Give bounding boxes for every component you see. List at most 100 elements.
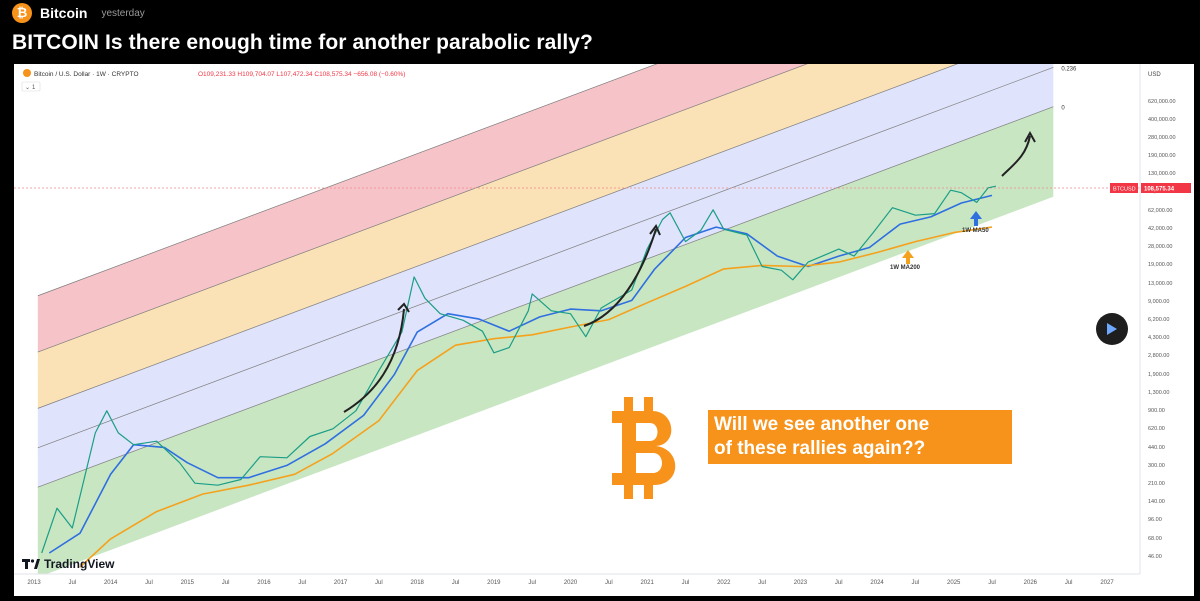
x-tick-label-11: Jul (452, 580, 460, 586)
x-tick-label-18: 2022 (717, 580, 731, 586)
y-tick-label-3: 190,000.00 (1148, 153, 1176, 159)
callout-box: Will we see another one of these rallies … (708, 410, 1012, 464)
series-line-0 (48, 194, 993, 554)
ma200-label: 1W MA200 (890, 265, 921, 271)
y-tick-label-7: 42,000.00 (1148, 226, 1172, 232)
post-time: yesterday (101, 7, 145, 19)
y-tick-label-11: 9,000.00 (1148, 299, 1169, 305)
y-tick-label-2: 280,000.00 (1148, 135, 1176, 141)
fib-line-4 (37, 106, 1054, 488)
arrow-future (1001, 135, 1031, 177)
y-tick-label-18: 620.00 (1148, 426, 1165, 432)
y-tick-label-10: 13,000.00 (1148, 281, 1172, 287)
chart-svg: 1W MA200 1W MA50 USD 620,000.00 400,000.0… (14, 27, 1194, 596)
arrowhead-2021-icon (649, 224, 661, 236)
y-tick-label-8: 28,000.00 (1148, 244, 1172, 250)
x-tick-label-27: Jul (1065, 580, 1073, 586)
x-tick-label-25: Jul (988, 580, 996, 586)
x-tick-label-0: 2013 (27, 580, 41, 586)
y-tick-label-23: 96.00 (1148, 517, 1162, 523)
y-tick-label-21: 210.00 (1148, 481, 1165, 487)
tradingview-logo: TradingView (22, 557, 114, 571)
fib-lines (37, 64, 1054, 488)
price-axis-bg (1140, 64, 1194, 596)
x-tick-label-9: Jul (375, 580, 383, 586)
x-tick-label-16: 2021 (640, 580, 654, 586)
y-tick-label-0: 620,000.00 (1148, 99, 1176, 105)
fib-label-4: 0 (1061, 106, 1065, 112)
y-tick-label-19: 440.00 (1148, 445, 1165, 451)
x-tick-label-20: 2023 (794, 580, 808, 586)
x-tick-label-26: 2026 (1024, 580, 1038, 586)
fib-label-3: 0.236 (1061, 66, 1077, 72)
x-tick-label-28: 2027 (1100, 580, 1114, 586)
series-line-1 (79, 226, 993, 568)
x-tick-label-14: 2020 (564, 580, 578, 586)
x-tick-label-4: 2015 (181, 580, 195, 586)
price-axis-title: USD (1148, 72, 1161, 78)
symbol-title[interactable]: Bitcoin / U.S. Dollar · 1W · CRYPTO (34, 71, 139, 78)
x-tick-label-6: 2016 (257, 580, 271, 586)
time-axis-ticks[interactable]: 2013 Jul 2014 Jul 2015 Jul 2016 Jul 2017 Jul 2018 J… (27, 580, 1114, 586)
current-price-tag: BTCUSD 108,575.34 (1110, 183, 1191, 193)
x-tick-label-5: Jul (222, 580, 230, 586)
y-tick-label-14: 2,800.00 (1148, 353, 1169, 359)
arrow-2017 (343, 308, 405, 413)
x-tick-label-17: Jul (682, 580, 690, 586)
bitcoin-avatar-icon[interactable]: ₿ (12, 3, 32, 23)
price-series (41, 185, 997, 568)
y-tick-label-22: 140.00 (1148, 499, 1165, 505)
y-tick-label-6: 62,000.00 (1148, 208, 1172, 214)
current-price: 108,575.34 (1144, 187, 1175, 193)
arrowhead-2017-icon (397, 302, 410, 313)
chart-image[interactable]: 1W MA200 1W MA50 USD 620,000.00 400,000.0… (14, 27, 1194, 596)
post-title[interactable]: BITCOIN Is there enough time for another… (12, 31, 593, 54)
price-axis-ticks[interactable]: 620,000.00 400,000.00 280,000.00 190,000.00… (1148, 99, 1176, 560)
ma200-arrow-icon (902, 250, 914, 264)
author-name[interactable]: Bitcoin (40, 5, 88, 21)
ma50-label: 1W MA50 (962, 228, 989, 234)
x-tick-label-22: 2024 (870, 580, 884, 586)
series-line-2 (41, 185, 997, 554)
play-icon (1107, 323, 1117, 335)
fib-line-3 (37, 66, 1054, 449)
y-tick-label-17: 900.00 (1148, 408, 1165, 414)
legend: Bitcoin / U.S. Dollar · 1W · CRYPTO O109… (21, 69, 405, 92)
post-header: ₿ Bitcoin yesterday BITCOIN Is there eno… (0, 0, 1200, 64)
btc-symbol-icon (23, 69, 31, 77)
y-tick-label-25: 46.00 (1148, 554, 1162, 560)
ma-markers: 1W MA200 1W MA50 (890, 211, 989, 271)
y-tick-label-24: 68.00 (1148, 536, 1162, 542)
y-tick-label-4: 130,000.00 (1148, 171, 1176, 177)
fib-channel-bands (37, 64, 1054, 574)
x-tick-label-13: Jul (528, 580, 536, 586)
indicator-count: 1 (32, 85, 36, 91)
band-middle (37, 64, 1054, 488)
symbol-tag-bg (1110, 183, 1138, 193)
chevron-down-icon: ⌄ (25, 85, 30, 91)
x-tick-label-24: 2025 (947, 580, 961, 586)
play-button[interactable] (1096, 313, 1128, 345)
y-tick-label-15: 1,900.00 (1148, 372, 1169, 378)
ohlc-values: O109,231.33 H109,704.07 L107,472.34 C108… (198, 71, 405, 78)
author-row: ₿ Bitcoin yesterday (12, 3, 145, 23)
x-tick-label-2: 2014 (104, 580, 118, 586)
x-tick-label-23: Jul (912, 580, 920, 586)
x-tick-label-15: Jul (605, 580, 613, 586)
x-tick-label-3: Jul (145, 580, 153, 586)
tradingview-wordmark: TradingView (44, 557, 115, 571)
fib-line-2 (37, 64, 959, 409)
x-tick-label-21: Jul (835, 580, 843, 586)
y-tick-label-12: 6,200.00 (1148, 317, 1169, 323)
y-tick-label-1: 400,000.00 (1148, 117, 1176, 123)
x-tick-label-19: Jul (758, 580, 766, 586)
fib-line-0 (37, 64, 658, 297)
price-tag-bg (1141, 183, 1191, 193)
x-tick-label-1: Jul (68, 580, 76, 586)
fib-line-1 (37, 64, 808, 353)
indicator-toggle[interactable] (21, 81, 41, 92)
bitcoin-logo-icon (612, 397, 676, 499)
arrowhead-future-icon (1024, 130, 1036, 143)
y-tick-label-20: 300.00 (1148, 463, 1165, 469)
symbol-tag: BTCUSD (1113, 187, 1136, 193)
